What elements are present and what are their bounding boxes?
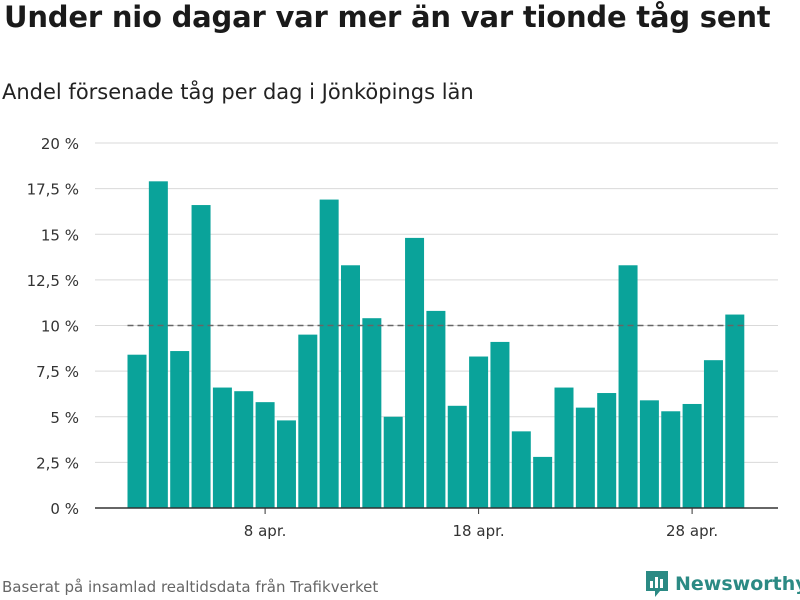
bar [661, 411, 681, 508]
x-tick-label: 18 apr. [453, 522, 505, 540]
bar [319, 199, 339, 508]
y-tick-label: 2,5 % [36, 454, 79, 472]
bar [725, 314, 745, 508]
bar [533, 456, 553, 508]
bar [234, 391, 254, 508]
bar [703, 360, 723, 508]
chart-title: Under nio dagar var mer än var tionde tå… [4, 0, 771, 34]
bar [362, 318, 382, 508]
y-tick-label: 20 % [41, 135, 79, 153]
bar [618, 265, 638, 508]
y-tick-label: 17,5 % [27, 181, 79, 199]
bar [170, 351, 190, 508]
bar [490, 341, 510, 508]
bar [405, 237, 425, 508]
y-tick-label: 5 % [50, 409, 79, 427]
y-tick-label: 10 % [41, 318, 79, 336]
bar [682, 403, 702, 508]
y-tick-label: 7,5 % [36, 363, 79, 381]
bar [639, 400, 659, 508]
brand-name: Newsworthy [675, 573, 800, 595]
newsworthy-logo-icon [646, 571, 668, 597]
x-tick-label: 28 apr. [666, 522, 718, 540]
y-tick-label: 12,5 % [27, 272, 79, 290]
chart-subtitle: Andel försenade tåg per dag i Jönköpings… [2, 80, 474, 104]
y-tick-label: 15 % [41, 226, 79, 244]
bars [127, 181, 745, 509]
bar [511, 431, 531, 508]
x-tick-label: 8 apr. [244, 522, 287, 540]
bar [575, 407, 595, 508]
source-note: Baserat på insamlad realtidsdata från Tr… [2, 578, 379, 596]
bar [148, 181, 168, 508]
bar [426, 310, 446, 508]
bar [127, 354, 147, 508]
bar [191, 205, 211, 509]
bar [298, 334, 318, 508]
newsworthy-logo: Newsworthy [644, 569, 800, 599]
bar [597, 393, 617, 508]
bar [255, 402, 275, 508]
bar [383, 416, 403, 508]
axes: 0 % 2,5 % 5 % 7,5 % 10 % 12,5 % 15 % 17,5 % 20 %… [27, 135, 778, 540]
y-tick-label: 0 % [50, 500, 79, 518]
bar [341, 265, 360, 508]
bar [447, 405, 467, 508]
bar [276, 420, 296, 508]
bar [554, 387, 574, 508]
bar [469, 356, 489, 508]
bar [212, 387, 232, 508]
